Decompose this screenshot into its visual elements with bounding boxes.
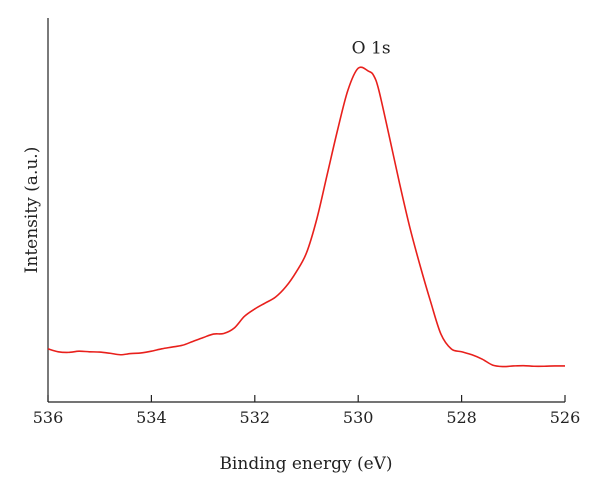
x-axis-title: Binding energy (eV)	[219, 454, 392, 474]
spectrum-line-0	[47, 66, 566, 368]
x-tick-label: 526	[550, 408, 581, 427]
x-tick-label: 536	[33, 408, 64, 427]
peak-annotation-0: O 1s	[352, 38, 391, 58]
x-tick-label: 530	[343, 408, 374, 427]
plot-frame	[47, 18, 565, 403]
x-axis-ticks: 536 534 532 530 528 526	[33, 395, 581, 427]
x-tick-label: 528	[446, 408, 477, 427]
y-axis-title: Intensity (a.u.)	[22, 147, 42, 274]
x-tick-label: 532	[240, 408, 271, 427]
x-tick-label: 534	[136, 408, 167, 427]
series-layer	[47, 66, 566, 368]
annotation-layer: O 1s	[352, 38, 391, 58]
